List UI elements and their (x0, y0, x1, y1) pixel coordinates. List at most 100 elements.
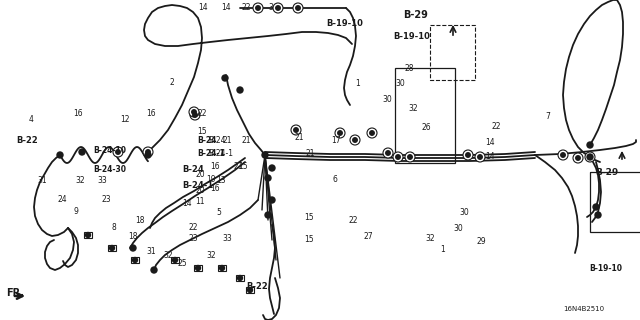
Text: 29: 29 (477, 237, 486, 246)
Text: 15: 15 (197, 127, 207, 136)
Circle shape (393, 152, 403, 162)
Circle shape (463, 150, 473, 160)
Text: B-29: B-29 (403, 10, 428, 20)
Text: 23: 23 (189, 234, 198, 243)
Text: B-24: B-24 (182, 165, 204, 174)
Circle shape (116, 150, 120, 154)
Text: 30: 30 (396, 79, 405, 88)
Circle shape (222, 75, 228, 81)
Text: 16: 16 (210, 184, 220, 193)
Text: 22: 22 (189, 223, 198, 232)
Circle shape (132, 258, 138, 262)
Text: 21: 21 (242, 136, 252, 145)
Text: 21: 21 (294, 133, 304, 142)
Text: 33: 33 (97, 176, 107, 185)
Text: 24: 24 (58, 196, 67, 204)
Text: 18: 18 (128, 232, 138, 241)
Text: 23: 23 (101, 196, 111, 204)
Text: 30: 30 (453, 224, 463, 233)
Text: 14: 14 (198, 4, 208, 12)
Text: B-24-1: B-24-1 (197, 149, 225, 158)
Text: 26: 26 (421, 124, 431, 132)
Circle shape (595, 212, 601, 218)
Text: 13: 13 (216, 176, 226, 185)
Text: 19: 19 (206, 175, 216, 184)
Bar (131, 257, 139, 263)
Circle shape (248, 287, 253, 292)
Text: B-19-10: B-19-10 (394, 32, 431, 41)
Circle shape (86, 233, 90, 237)
Text: 31: 31 (37, 176, 47, 185)
Text: 21: 21 (223, 136, 232, 145)
Text: 6: 6 (333, 175, 338, 184)
Text: 32: 32 (408, 104, 418, 113)
Text: 21: 21 (306, 149, 316, 158)
Text: 30: 30 (383, 95, 392, 104)
Bar (590, 172, 640, 232)
Text: B-29: B-29 (595, 168, 618, 177)
Bar (246, 287, 254, 293)
Text: FR.: FR. (6, 288, 24, 298)
Circle shape (151, 267, 157, 273)
Circle shape (109, 245, 115, 251)
Circle shape (588, 155, 592, 159)
Text: 15: 15 (304, 236, 314, 244)
Circle shape (193, 113, 197, 117)
Circle shape (237, 276, 243, 281)
Circle shape (276, 6, 280, 10)
Text: 21: 21 (234, 162, 243, 171)
Text: 16: 16 (74, 109, 83, 118)
Circle shape (338, 131, 342, 135)
Bar (218, 265, 226, 271)
Text: 8: 8 (112, 223, 116, 232)
Text: B-19-10: B-19-10 (589, 264, 622, 273)
Text: 2: 2 (170, 78, 174, 87)
Circle shape (269, 165, 275, 171)
Bar (236, 275, 244, 281)
Circle shape (269, 197, 275, 203)
Bar (108, 245, 116, 251)
Circle shape (113, 147, 123, 157)
Bar (395, 68, 455, 163)
Text: 32: 32 (76, 176, 85, 185)
Text: 5: 5 (216, 208, 221, 217)
Text: B-22: B-22 (16, 136, 38, 145)
Circle shape (265, 175, 271, 181)
Text: B-24-1: B-24-1 (182, 181, 214, 190)
Circle shape (143, 147, 153, 157)
Circle shape (576, 156, 580, 160)
Circle shape (386, 151, 390, 155)
Circle shape (256, 6, 260, 10)
Circle shape (220, 266, 225, 270)
Circle shape (146, 150, 150, 154)
Circle shape (383, 148, 393, 158)
Circle shape (253, 3, 263, 13)
Text: 32: 32 (163, 252, 173, 260)
Circle shape (396, 155, 400, 159)
Circle shape (296, 6, 300, 10)
Text: 7: 7 (545, 112, 550, 121)
Circle shape (192, 110, 196, 114)
Circle shape (587, 142, 593, 148)
Text: 22: 22 (197, 109, 207, 118)
Circle shape (353, 138, 357, 142)
Text: 32: 32 (426, 234, 435, 243)
Text: 15: 15 (238, 162, 248, 171)
Text: 14: 14 (221, 4, 230, 12)
Text: 17: 17 (332, 136, 341, 145)
Text: 3: 3 (269, 4, 274, 12)
Circle shape (294, 128, 298, 132)
Text: 22: 22 (242, 4, 252, 12)
Circle shape (408, 155, 412, 159)
Bar (194, 265, 202, 271)
Text: 30: 30 (460, 208, 469, 217)
Text: 14: 14 (485, 138, 495, 147)
Circle shape (587, 154, 593, 160)
Text: B-22: B-22 (246, 282, 268, 291)
Text: 31: 31 (146, 247, 156, 256)
Text: 33: 33 (223, 234, 232, 243)
Text: 28: 28 (404, 64, 414, 73)
Text: 9: 9 (74, 207, 79, 216)
Text: 22: 22 (492, 122, 501, 131)
Text: B-24-30: B-24-30 (93, 165, 126, 174)
